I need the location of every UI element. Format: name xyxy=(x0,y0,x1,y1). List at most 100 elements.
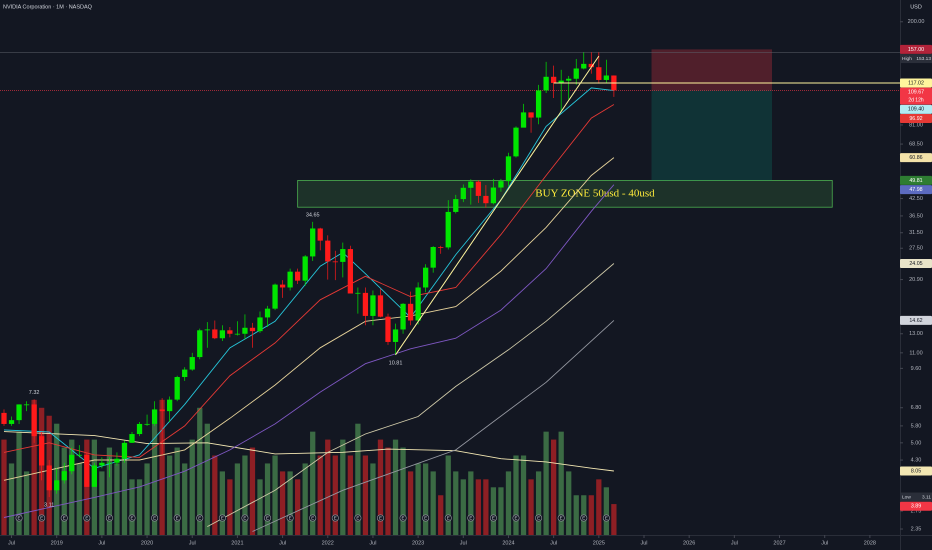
price-annotation: 10.81 xyxy=(389,360,403,366)
earnings-icon xyxy=(196,514,204,522)
candle-body xyxy=(520,112,527,128)
x-tick-label: Jul xyxy=(550,540,557,546)
x-tick-label: 2028 xyxy=(864,540,876,546)
volume-bar xyxy=(355,423,361,535)
candle-body xyxy=(242,327,248,334)
x-tick-label: Jul xyxy=(8,540,15,546)
price-badge xyxy=(900,87,932,105)
earnings-icon xyxy=(331,514,339,522)
earnings-icon xyxy=(173,514,181,522)
candle-body xyxy=(430,247,436,268)
volume-bar xyxy=(490,487,497,535)
earnings-label: E xyxy=(447,516,450,521)
volume-bar xyxy=(182,463,188,535)
volume-bar xyxy=(498,487,504,535)
candle-body xyxy=(129,434,135,443)
earnings-label: E xyxy=(514,516,517,521)
moving-average xyxy=(3,157,615,481)
candle-body xyxy=(136,423,143,435)
candle-body xyxy=(535,90,542,118)
earnings-label: E xyxy=(560,516,563,521)
stop-zone xyxy=(651,49,772,91)
volume-bar xyxy=(76,463,82,535)
volume-bar xyxy=(31,399,37,535)
candle-body xyxy=(566,78,572,81)
candle-body xyxy=(46,465,52,491)
price-badge xyxy=(900,315,932,325)
volume-bar xyxy=(505,471,512,535)
candle-body xyxy=(144,423,150,425)
volume-bar xyxy=(136,479,143,535)
buy-zone-label: BUY ZONE 50usd - 40usd xyxy=(535,187,655,199)
earnings-icon xyxy=(83,514,91,522)
earnings-label: E xyxy=(492,516,495,521)
currency: USD xyxy=(910,4,922,10)
volume-bar xyxy=(468,471,474,535)
candle-body xyxy=(407,303,414,321)
plot-area: BUY ZONE 50usd - 40usd 7.32 3.11 34.65 10.81… xyxy=(0,49,900,535)
volume-bar xyxy=(272,455,278,535)
candle-body xyxy=(528,112,534,118)
y-tick-label: 13.00 xyxy=(909,331,923,337)
volume-bar xyxy=(551,439,557,535)
earnings-label: E xyxy=(469,516,472,521)
volume-bar xyxy=(1,439,7,535)
y-tick-label: 11.00 xyxy=(909,350,922,356)
price-badge-label: 14.62 xyxy=(909,318,922,324)
x-tick-label: Jul xyxy=(189,540,196,546)
earnings-label: E xyxy=(402,516,405,521)
volume-bar xyxy=(453,471,459,535)
candle-body xyxy=(257,317,263,332)
price-badge xyxy=(900,44,932,54)
volume-bar xyxy=(400,447,406,535)
candle-body xyxy=(249,327,256,332)
y-tick-label: 68.50 xyxy=(909,142,923,148)
candle-body xyxy=(385,316,391,342)
candle-body xyxy=(392,329,399,342)
target-zone xyxy=(651,90,772,181)
volume-bar xyxy=(528,479,534,535)
volume-bar xyxy=(543,431,549,535)
extreme-value: 153.13 xyxy=(916,56,931,62)
volume-bar xyxy=(129,479,135,535)
volume-ma xyxy=(3,431,614,472)
volume-bar xyxy=(204,423,210,535)
volume-bar xyxy=(332,455,338,535)
earnings-label: E xyxy=(243,516,246,521)
volume-bar xyxy=(611,504,617,535)
axes: 200.00145.0081.0068.5042.5036.5031.5027.… xyxy=(8,19,932,546)
candle-body xyxy=(415,287,421,321)
candle-body xyxy=(167,399,173,412)
volume-bar xyxy=(370,463,376,535)
volume-bar xyxy=(121,455,128,535)
volume-bar xyxy=(264,463,271,535)
volume-bar xyxy=(392,439,399,535)
candle-body xyxy=(543,76,549,91)
candle-body xyxy=(159,409,165,412)
price-badge-label: 24.05 xyxy=(909,261,922,267)
y-tick-label: 36.50 xyxy=(909,213,923,219)
candle-body xyxy=(76,454,82,456)
earnings-icon xyxy=(38,514,46,522)
candle-body xyxy=(302,256,308,281)
earnings-label: E xyxy=(266,516,269,521)
candle-body xyxy=(445,211,451,248)
candle-body xyxy=(558,80,564,83)
volume-bar xyxy=(197,407,203,535)
x-tick-label: 2024 xyxy=(502,540,514,546)
candle-body xyxy=(91,465,97,487)
earnings-icon xyxy=(15,514,23,522)
extreme-label: High xyxy=(902,56,912,62)
earnings-label: E xyxy=(334,516,337,521)
candle-body xyxy=(332,261,338,263)
candle-body xyxy=(212,329,218,339)
volume-bar xyxy=(69,439,75,535)
x-tick-label: Jul xyxy=(821,540,828,546)
earnings-icon xyxy=(602,514,610,522)
earnings-label: E xyxy=(289,516,292,521)
volume-bar xyxy=(362,455,369,535)
candle-body xyxy=(16,404,22,421)
volume-bar xyxy=(483,479,489,535)
earnings-icon xyxy=(264,514,272,522)
candle-body xyxy=(219,330,225,339)
